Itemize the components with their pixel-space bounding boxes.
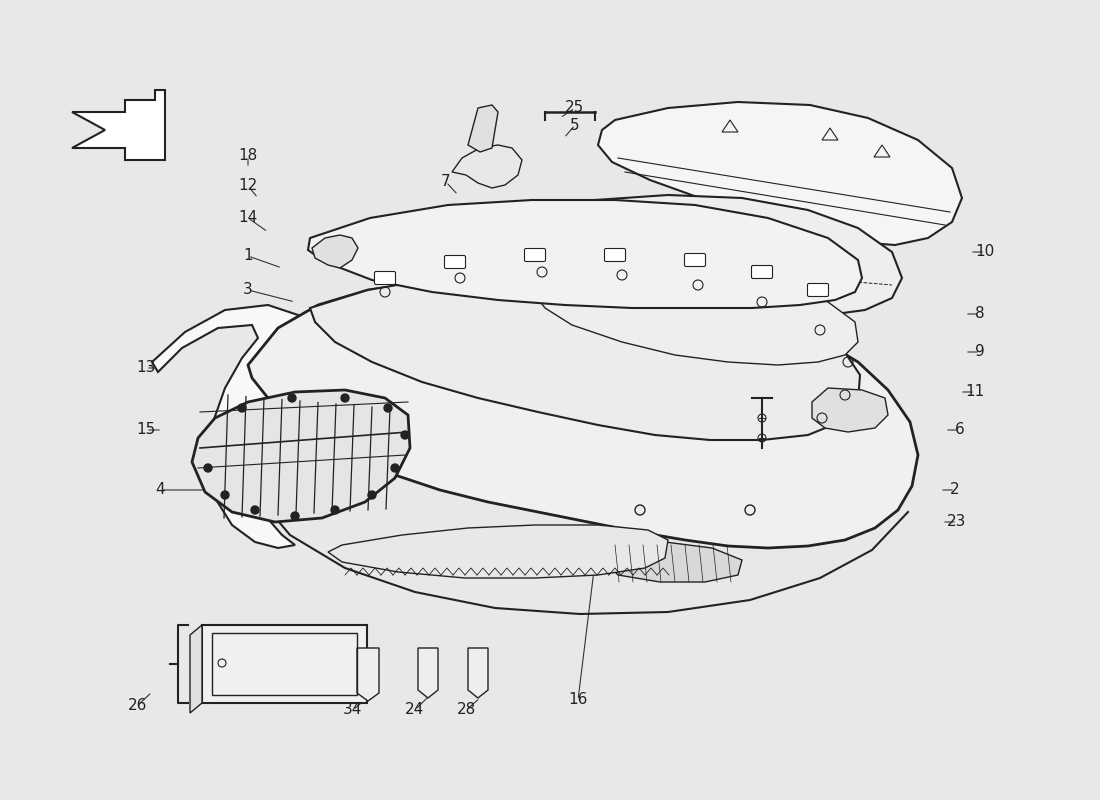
Text: eurosports: eurosports — [233, 366, 847, 463]
Text: 5: 5 — [570, 118, 580, 133]
Text: 26: 26 — [129, 698, 147, 713]
Text: 11: 11 — [966, 385, 984, 399]
FancyBboxPatch shape — [807, 283, 828, 297]
Text: 25: 25 — [565, 101, 584, 115]
Text: 9: 9 — [975, 345, 984, 359]
Polygon shape — [518, 195, 902, 315]
Text: 18: 18 — [239, 149, 257, 163]
Polygon shape — [308, 200, 862, 308]
Text: 6: 6 — [955, 422, 965, 438]
Text: 10: 10 — [976, 245, 994, 259]
Circle shape — [368, 491, 376, 499]
Text: 4: 4 — [155, 482, 165, 498]
Polygon shape — [418, 648, 438, 698]
FancyBboxPatch shape — [525, 249, 546, 262]
Polygon shape — [468, 105, 498, 152]
Text: 19: 19 — [500, 158, 519, 173]
Text: 3: 3 — [243, 282, 253, 298]
Circle shape — [390, 464, 399, 472]
Text: 28: 28 — [456, 702, 475, 718]
Polygon shape — [310, 272, 860, 440]
Text: 1: 1 — [243, 249, 253, 263]
Polygon shape — [535, 272, 858, 365]
Polygon shape — [812, 388, 888, 432]
Text: 21: 21 — [730, 406, 749, 422]
Polygon shape — [605, 542, 742, 582]
Polygon shape — [358, 648, 379, 701]
Polygon shape — [598, 102, 962, 245]
Text: 12: 12 — [239, 178, 257, 194]
Circle shape — [204, 464, 212, 472]
Text: 20: 20 — [408, 541, 428, 555]
Text: 29: 29 — [767, 410, 785, 426]
Polygon shape — [452, 145, 522, 188]
Text: 16: 16 — [569, 693, 587, 707]
Circle shape — [292, 512, 299, 520]
Polygon shape — [152, 305, 305, 548]
Circle shape — [251, 506, 258, 514]
Polygon shape — [202, 625, 367, 703]
Text: 24: 24 — [406, 702, 425, 718]
Text: 22: 22 — [730, 430, 749, 446]
Polygon shape — [312, 235, 358, 268]
Polygon shape — [190, 625, 202, 713]
FancyBboxPatch shape — [605, 249, 626, 262]
Circle shape — [384, 404, 392, 412]
Text: 13: 13 — [136, 361, 156, 375]
FancyBboxPatch shape — [684, 254, 705, 266]
Circle shape — [288, 394, 296, 402]
Text: 34: 34 — [343, 702, 363, 718]
Text: 8: 8 — [976, 306, 984, 322]
FancyBboxPatch shape — [444, 255, 465, 269]
Text: 23: 23 — [947, 514, 967, 530]
Polygon shape — [192, 390, 410, 522]
Text: 7: 7 — [441, 174, 451, 190]
Circle shape — [402, 431, 409, 439]
Circle shape — [238, 404, 246, 412]
Text: 27: 27 — [265, 630, 285, 646]
Text: 14: 14 — [239, 210, 257, 226]
Circle shape — [341, 394, 349, 402]
FancyBboxPatch shape — [374, 271, 396, 285]
Text: 2: 2 — [950, 482, 960, 498]
Circle shape — [331, 506, 339, 514]
Polygon shape — [468, 648, 488, 698]
FancyBboxPatch shape — [751, 266, 772, 278]
Circle shape — [221, 491, 229, 499]
Text: 15: 15 — [136, 422, 155, 438]
Polygon shape — [72, 90, 165, 160]
Polygon shape — [328, 525, 668, 578]
Polygon shape — [248, 280, 918, 548]
